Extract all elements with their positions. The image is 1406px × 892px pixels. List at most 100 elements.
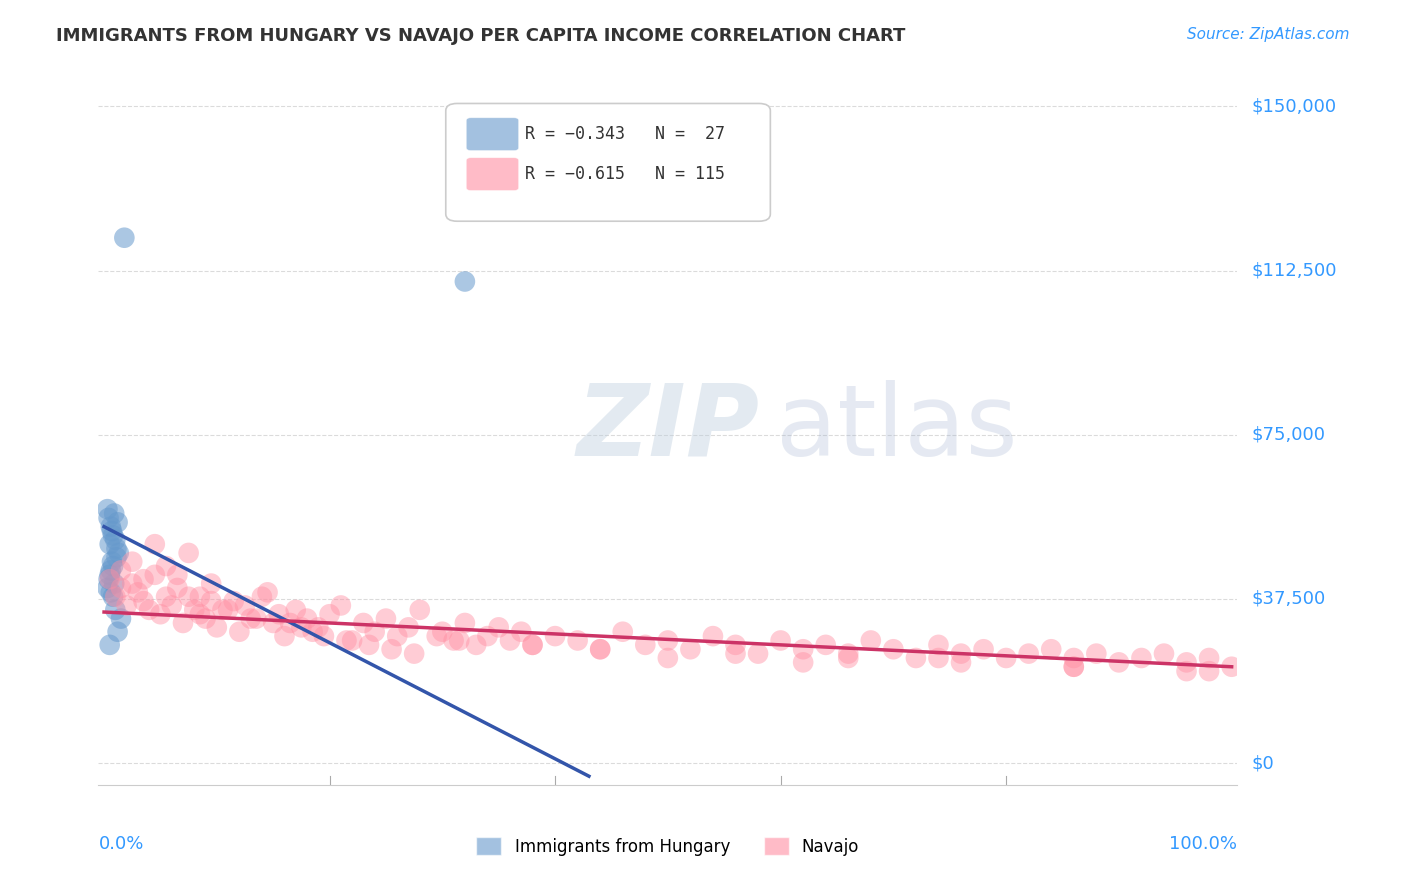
Point [950, 647, 973, 661]
Point [273, 629, 295, 643]
Text: IMMIGRANTS FROM HUNGARY VS NAVAJO PER CAPITA INCOME CORRELATION CHART: IMMIGRANTS FROM HUNGARY VS NAVAJO PER CA… [56, 27, 905, 45]
Point [138, 603, 160, 617]
Point [769, 633, 792, 648]
Text: $0: $0 [1251, 754, 1274, 772]
Point [357, 638, 380, 652]
Point [200, 594, 222, 608]
Point [104, 603, 127, 617]
Point [363, 624, 385, 639]
Point [101, 524, 124, 538]
Point [488, 620, 510, 634]
Point [387, 629, 409, 643]
Point [105, 541, 128, 556]
Point [544, 629, 567, 643]
Point [132, 594, 155, 608]
Point [110, 611, 132, 625]
Point [409, 603, 432, 617]
Point [510, 624, 533, 639]
Point [381, 642, 404, 657]
Point [177, 546, 200, 560]
Point [522, 638, 544, 652]
Point [398, 620, 420, 634]
Text: Source: ZipAtlas.com: Source: ZipAtlas.com [1187, 27, 1350, 42]
Point [101, 559, 124, 574]
Point [160, 599, 183, 613]
Point [100, 564, 122, 578]
Point [307, 620, 329, 634]
Point [101, 528, 124, 542]
Point [96, 581, 118, 595]
Point [335, 633, 357, 648]
Legend: Immigrants from Hungary, Navajo: Immigrants from Hungary, Navajo [470, 830, 866, 863]
Text: atlas: atlas [776, 380, 1018, 476]
Point [98, 638, 121, 652]
Point [217, 603, 239, 617]
Point [634, 638, 657, 652]
Text: $150,000: $150,000 [1251, 97, 1336, 115]
Point [200, 576, 222, 591]
Point [97, 511, 120, 525]
Point [155, 559, 177, 574]
Text: R = −0.615   N = 115: R = −0.615 N = 115 [526, 165, 725, 183]
Point [104, 590, 127, 604]
Point [172, 615, 194, 630]
Point [98, 572, 121, 586]
Point [149, 607, 172, 622]
Point [110, 581, 132, 595]
Point [1175, 656, 1198, 670]
Point [166, 567, 188, 582]
Point [112, 231, 135, 245]
Point [657, 633, 679, 648]
Point [973, 642, 995, 657]
Point [188, 590, 211, 604]
Point [454, 275, 477, 289]
Point [101, 555, 124, 569]
Point [100, 585, 122, 599]
Point [1063, 659, 1085, 673]
Point [657, 651, 679, 665]
Text: ZIP: ZIP [576, 380, 759, 476]
Point [101, 590, 124, 604]
Point [222, 594, 245, 608]
Point [404, 647, 426, 661]
Point [1175, 664, 1198, 678]
Point [115, 599, 138, 613]
Point [121, 555, 143, 569]
Point [278, 615, 301, 630]
Point [1018, 647, 1040, 661]
Point [499, 633, 522, 648]
Point [567, 633, 589, 648]
Text: 0.0%: 0.0% [98, 835, 143, 853]
Point [589, 642, 612, 657]
Point [465, 638, 488, 652]
Point [477, 629, 499, 643]
Point [250, 590, 273, 604]
Text: $75,000: $75,000 [1251, 425, 1326, 443]
Point [612, 624, 634, 639]
Point [375, 611, 398, 625]
Point [724, 647, 747, 661]
Point [262, 615, 284, 630]
Point [724, 638, 747, 652]
Point [177, 590, 200, 604]
Point [927, 638, 949, 652]
Point [454, 615, 477, 630]
Point [522, 638, 544, 652]
Point [329, 599, 352, 613]
Point [107, 516, 129, 530]
Point [995, 651, 1018, 665]
Point [132, 572, 155, 586]
Point [290, 620, 312, 634]
Point [107, 546, 129, 560]
Point [96, 502, 118, 516]
Point [1040, 642, 1063, 657]
Point [256, 585, 278, 599]
Point [837, 651, 859, 665]
Point [100, 519, 122, 533]
FancyBboxPatch shape [446, 103, 770, 221]
Point [352, 615, 374, 630]
Point [432, 624, 454, 639]
Point [318, 607, 340, 622]
Text: 100.0%: 100.0% [1170, 835, 1237, 853]
Point [747, 647, 769, 661]
